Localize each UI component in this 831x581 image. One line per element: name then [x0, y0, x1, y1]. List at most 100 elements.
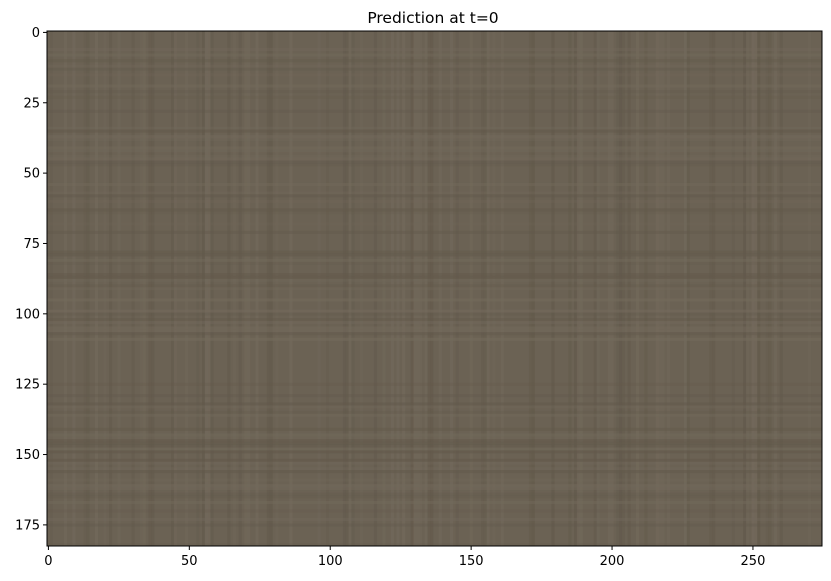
image-row-stripe [47, 182, 822, 187]
image-column-stripe [731, 31, 735, 546]
image-column-stripe [72, 31, 76, 546]
image-column-stripe [427, 31, 431, 546]
image-row-stripe [47, 67, 822, 71]
image-row-stripe [47, 405, 822, 409]
image-column-stripe [492, 31, 496, 546]
image-column-stripe [667, 31, 671, 546]
image-column-stripe [661, 31, 665, 546]
image-row-stripe [47, 394, 822, 398]
image-row-stripe [47, 284, 822, 288]
image-column-stripe [644, 31, 648, 546]
image-column-stripe [202, 31, 206, 546]
image-row-stripe [47, 135, 822, 139]
image-row-stripe [47, 467, 822, 471]
image-row-stripe [47, 273, 822, 277]
y-tick-label: 75 [23, 237, 40, 252]
image-column-stripe [754, 31, 758, 546]
image-column-stripe [103, 31, 107, 546]
image-column-stripe [233, 31, 237, 546]
image-row-stripe [47, 95, 822, 99]
image-column-stripe [616, 31, 620, 546]
chart-title: Prediction at t=0 [367, 9, 498, 27]
image-column-stripe [185, 31, 189, 546]
image-row-stripe [47, 484, 822, 488]
y-tick-label: 125 [15, 378, 40, 393]
image-row-stripe [47, 230, 822, 234]
image-row-stripe [47, 326, 822, 330]
image-column-stripe [709, 31, 713, 546]
image-column-stripe [621, 31, 626, 546]
y-tick-label: 100 [15, 307, 40, 322]
image-column-stripe [430, 31, 434, 546]
image-row-stripe [47, 410, 822, 415]
image-column-stripe [94, 31, 99, 546]
image-column-stripe [528, 31, 533, 546]
image-column-stripe [63, 31, 68, 546]
image-column-stripe [204, 31, 208, 546]
image-row-stripe [47, 402, 822, 406]
image-column-stripe [419, 31, 423, 546]
image-column-stripe [483, 31, 487, 546]
image-row-stripe [47, 208, 822, 212]
image-column-stripe [745, 31, 750, 546]
plot-frame [46, 30, 823, 547]
image-row-stripe [47, 53, 822, 57]
x-tick-label: 250 [741, 554, 766, 569]
image-row-stripe [47, 253, 822, 257]
image-column-stripe [171, 31, 175, 546]
image-column-stripe [469, 31, 473, 546]
image-column-stripe [266, 31, 270, 546]
image-column-stripe [531, 31, 535, 546]
image-row-stripe [47, 500, 822, 505]
image-column-stripe [574, 31, 578, 546]
image-column-stripe [255, 31, 259, 546]
image-column-stripe [210, 31, 214, 546]
image-row-stripe [47, 222, 822, 226]
image-row-stripe [47, 59, 822, 63]
y-tick-label: 150 [15, 448, 40, 463]
y-tick-label: 25 [23, 96, 40, 111]
image-row-stripe [47, 84, 822, 88]
image-row-stripe [47, 47, 822, 51]
image-row-stripe [47, 523, 822, 527]
image-column-stripe [500, 31, 504, 546]
image-row-stripe [47, 194, 822, 198]
image-column-stripe [373, 31, 378, 546]
image-row-stripe [47, 382, 822, 386]
image-row-stripe [47, 320, 822, 324]
image-row-stripe [47, 261, 822, 265]
image-column-stripe [751, 31, 755, 546]
image-row-stripe [47, 157, 822, 161]
image-column-stripe [655, 31, 659, 546]
image-row-stripe [47, 64, 822, 68]
image-column-stripe [683, 31, 688, 546]
image-column-stripe [743, 31, 747, 546]
image-column-stripe [610, 31, 614, 546]
image-column-stripe [151, 31, 155, 546]
image-row-stripe [47, 427, 822, 431]
image-column-stripe [576, 31, 580, 546]
image-row-stripe [47, 154, 822, 158]
image-column-stripe [774, 31, 778, 546]
image-row-stripe [47, 90, 822, 94]
image-column-stripe [269, 31, 273, 546]
image-row-stripe [47, 312, 822, 316]
image-column-stripe [382, 31, 386, 546]
image-row-stripe [47, 447, 822, 451]
image-row-stripe [47, 444, 822, 448]
image-column-stripe [636, 31, 640, 546]
image-column-stripe [345, 31, 349, 546]
image-row-stripe [47, 495, 822, 499]
image-row-stripe [47, 433, 822, 437]
image-row-stripe [47, 109, 822, 113]
image-column-stripe [348, 31, 352, 546]
image-row-stripe [47, 163, 822, 167]
image-row-stripe [47, 129, 822, 133]
image-row-stripe [47, 543, 822, 547]
image-row-stripe [47, 318, 822, 322]
image-column-stripe [49, 31, 53, 546]
image-row-stripe [47, 450, 822, 454]
image-row-stripe [47, 275, 822, 279]
image-column-stripe [568, 31, 572, 546]
